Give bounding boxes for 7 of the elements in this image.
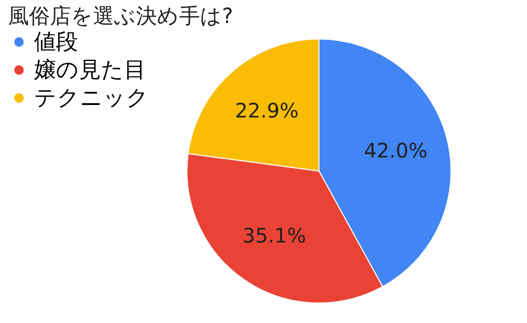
data-label: 35.1% — [242, 223, 306, 248]
data-label: 42.0% — [364, 138, 428, 162]
data-label: 22.9% — [235, 98, 299, 122]
legend-label: 嬢の見た目 — [34, 58, 146, 83]
legend-label: テクニック — [34, 86, 149, 111]
chart-title: 風俗店を選ぶ決め手は? — [8, 4, 234, 28]
legend-label: 値段 — [34, 30, 78, 55]
